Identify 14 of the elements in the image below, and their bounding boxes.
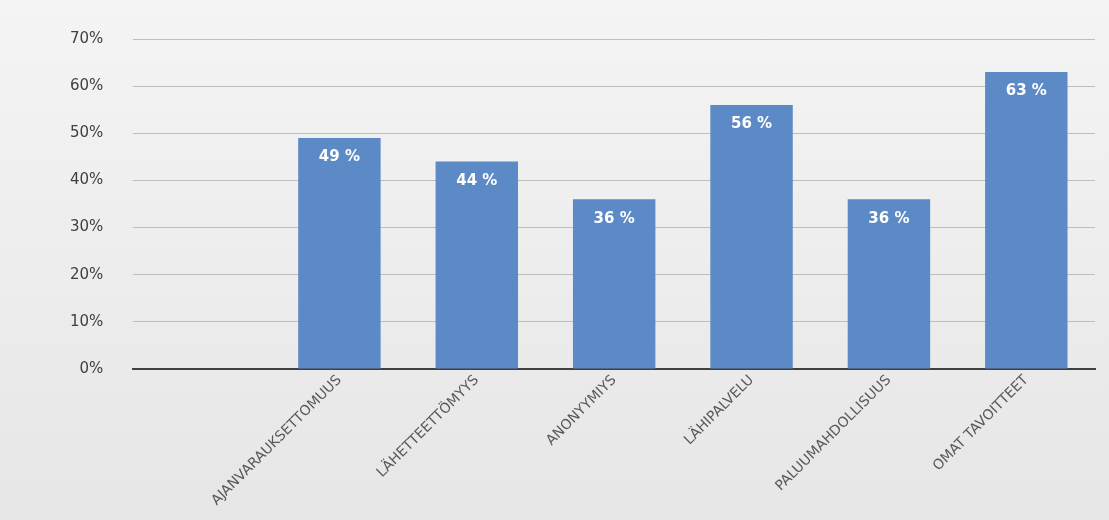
y-tick-label: 50%: [70, 123, 104, 142]
data-label: 49 %: [318, 147, 360, 166]
data-label: 63 %: [1005, 81, 1047, 100]
data-label: 56 %: [730, 114, 773, 133]
y-tick-label: 60%: [70, 76, 104, 95]
data-label: 36 %: [593, 208, 635, 227]
data-label: 36 %: [868, 208, 910, 227]
y-tick-label: 0%: [79, 358, 104, 377]
y-tick-label: 30%: [70, 217, 104, 236]
y-tick-label: 20%: [70, 264, 104, 283]
y-tick-label: 40%: [70, 170, 104, 189]
data-label: 44 %: [456, 170, 498, 189]
y-tick-label: 70%: [70, 28, 104, 47]
y-tick-label: 10%: [70, 311, 104, 330]
